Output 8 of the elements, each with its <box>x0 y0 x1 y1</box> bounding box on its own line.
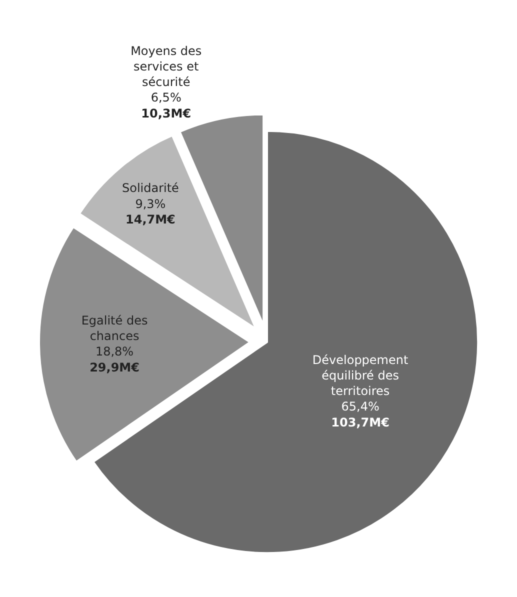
slice-label: Egalité des chances <box>81 314 148 344</box>
slice-label: Solidarité <box>122 181 179 196</box>
data-label: 65,4% 103,7M€ <box>331 400 390 430</box>
data-label: 18,8% 29,9M€ <box>90 344 140 374</box>
data-label: 6,5% 10,3M€ <box>141 90 192 120</box>
data-label: 9,3% 14,7M€ <box>126 196 176 226</box>
slice-label: Développement équilibré des territoires <box>312 352 408 398</box>
slice-label: Moyens des services et sécurité <box>130 44 202 90</box>
